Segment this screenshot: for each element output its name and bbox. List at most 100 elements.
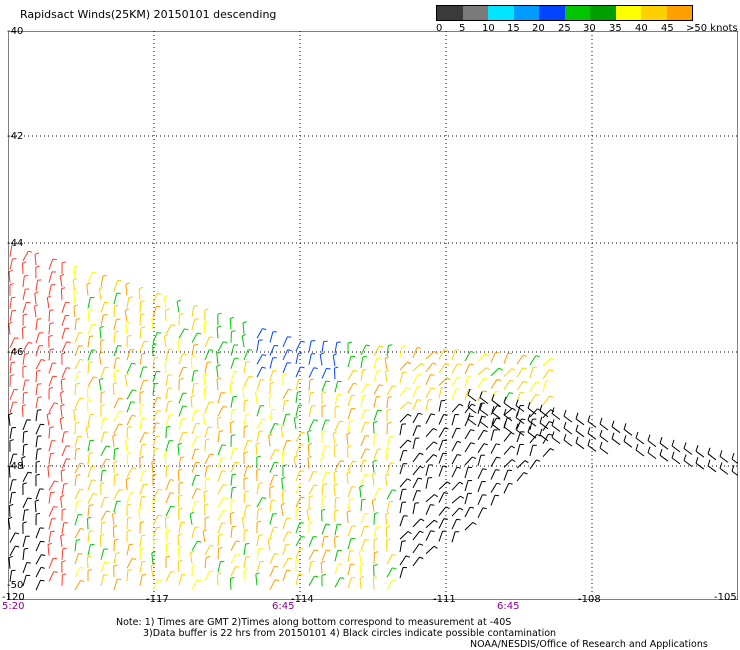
wind-barb <box>334 577 341 588</box>
wind-barb <box>99 327 102 339</box>
wind-barb <box>438 453 444 464</box>
wind-barb <box>399 361 408 371</box>
wind-barb <box>48 284 52 296</box>
wind-barb-flag <box>339 420 344 423</box>
wind-barb-flag <box>222 406 228 408</box>
wind-barb <box>542 369 550 379</box>
wind-barb-flag <box>373 576 378 580</box>
wind-barb <box>113 539 115 552</box>
wind-barb-flag <box>575 412 579 419</box>
wind-barb-flag <box>309 521 314 524</box>
wind-barb-flag <box>218 534 223 536</box>
wind-barb <box>282 349 289 361</box>
wind-barb-flag <box>206 556 211 558</box>
wind-barb-flag <box>284 399 289 402</box>
wind-barb <box>256 379 261 391</box>
wind-barb-flag <box>373 563 378 567</box>
wind-barb <box>320 458 323 470</box>
wind-barb <box>529 355 537 366</box>
wind-barb <box>124 310 128 322</box>
wind-barb-flag <box>479 391 483 398</box>
wind-barb <box>139 535 142 547</box>
wind-barb <box>112 436 115 448</box>
wind-barb-flag <box>231 330 236 333</box>
lon-label-117: -117 <box>146 594 169 605</box>
wind-barb <box>438 492 445 503</box>
wind-barb-flag <box>232 408 237 411</box>
wind-barb <box>503 469 509 481</box>
wind-barb-flag <box>310 391 315 394</box>
wind-barb-flag <box>482 494 487 496</box>
wind-barb-flag <box>443 492 448 494</box>
wind-barb <box>151 461 154 473</box>
wind-barb-flag <box>319 352 325 356</box>
wind-barb <box>360 369 364 381</box>
wind-barb <box>464 456 473 466</box>
wind-barb <box>464 376 469 388</box>
wind-barb <box>152 371 157 383</box>
wind-barb <box>386 462 391 474</box>
wind-barb-flag <box>321 404 327 407</box>
wind-barb-flag <box>287 362 292 364</box>
wind-barb <box>217 470 223 482</box>
wind-barb <box>425 362 434 373</box>
wind-barb <box>22 536 27 548</box>
wind-barb-flag <box>482 468 487 470</box>
wind-barb <box>22 548 25 561</box>
wind-barb-flag <box>386 525 391 528</box>
wind-barb-flag <box>321 391 326 394</box>
wind-barb <box>623 440 633 448</box>
wind-barb <box>373 488 380 499</box>
wind-barb <box>282 452 284 464</box>
wind-barb <box>438 481 448 490</box>
wind-barb <box>165 414 170 426</box>
wind-barb <box>230 357 235 369</box>
wind-barb <box>139 301 142 313</box>
wind-barb-flag <box>197 332 202 335</box>
wind-barb <box>360 526 365 537</box>
wind-barb <box>87 349 93 361</box>
wind-barb <box>150 565 154 577</box>
legend-label-45: 45 <box>661 23 674 34</box>
wind-barb <box>100 275 104 287</box>
wind-barb-flag <box>87 555 92 558</box>
wind-barb-flag <box>659 437 663 444</box>
wind-barb <box>477 494 483 505</box>
wind-barb-flag <box>507 352 513 355</box>
wind-barb <box>8 518 11 530</box>
wind-barb-flag <box>244 529 249 532</box>
wind-barb <box>282 388 289 400</box>
wind-barb <box>347 408 352 420</box>
wind-barb-flag <box>189 511 195 515</box>
wind-barb-flag <box>563 409 567 417</box>
wind-barb-flag <box>62 573 67 576</box>
wind-barb <box>307 431 310 443</box>
wind-barb-flag <box>443 518 448 520</box>
wind-barb <box>98 353 102 365</box>
wind-barb <box>319 354 323 366</box>
wind-barb <box>425 519 435 529</box>
wind-barb-flag <box>623 423 627 430</box>
wind-barb-flag <box>527 426 531 433</box>
wind-barb <box>191 423 197 434</box>
wind-barb <box>9 401 14 413</box>
wind-barb-flag <box>49 322 54 325</box>
wind-barb-flag <box>384 356 390 359</box>
wind-barb-flag <box>40 566 46 569</box>
wind-barb <box>438 506 447 516</box>
wind-barb-flag <box>491 406 495 413</box>
wind-barb-flag <box>353 369 358 372</box>
wind-barb <box>347 421 351 433</box>
wind-barb-flag <box>22 404 27 407</box>
wind-barb <box>425 477 429 489</box>
lon-label-108: -108 <box>578 594 601 605</box>
wind-barb-flag <box>496 482 501 485</box>
wind-barb <box>451 376 458 387</box>
legend-label-40: 40 <box>635 23 648 34</box>
wind-barb-flag <box>244 490 249 493</box>
wind-barb-flag <box>334 444 339 447</box>
wind-barb-flag <box>106 510 111 513</box>
wind-barb <box>295 483 300 495</box>
wind-barb-flag <box>235 553 241 556</box>
wind-barb <box>126 453 129 465</box>
